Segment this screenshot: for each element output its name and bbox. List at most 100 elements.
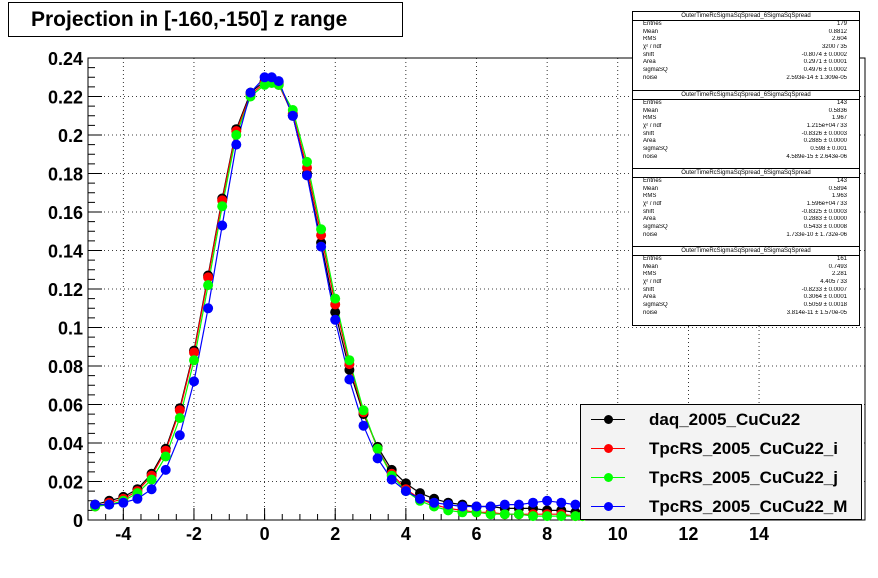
data-point <box>443 499 454 510</box>
data-point <box>203 272 214 283</box>
stats-row-mean: Mean 0.7493 <box>643 263 847 270</box>
data-point <box>231 139 242 150</box>
data-point <box>316 241 327 252</box>
x-tick-label: 12 <box>678 524 698 544</box>
data-point <box>513 499 524 510</box>
data-point <box>400 486 411 497</box>
stats-row-sigmasq: sigmaSQ 0.5433 ± 0.0008 <box>643 224 847 231</box>
stats-box-title: OuterTimeRcSigmaSqSpread_6SigmaSqSpread <box>633 247 859 256</box>
stats-row-mean: Mean 0.5894 <box>643 185 847 192</box>
y-tick-label: 0.02 <box>48 473 83 493</box>
data-point <box>386 474 397 485</box>
data-point <box>146 484 157 495</box>
data-point <box>429 497 440 508</box>
y-tick-label: 0 <box>73 511 83 531</box>
data-point <box>302 170 312 181</box>
data-point <box>542 495 553 506</box>
stats-row-shift: shift -0.8325 ± 0.0003 <box>643 208 847 215</box>
stats-row-shift: shift -0.8074 ± 0.0002 <box>643 51 847 58</box>
data-point <box>245 87 256 98</box>
data-point <box>499 499 510 510</box>
legend-marker-red <box>604 444 613 453</box>
data-point <box>570 511 581 522</box>
stats-row-area: Area 0.2971 ± 0.0001 <box>643 59 847 66</box>
data-point <box>358 405 369 416</box>
data-point <box>146 474 157 485</box>
stats-row-shift: shift -0.8233 ± 0.0007 <box>643 286 847 293</box>
y-tick-label: 0.2 <box>58 126 83 146</box>
x-tick-label: -2 <box>186 524 202 544</box>
data-point <box>457 501 468 512</box>
legend-label: daq_2005_CuCu22 <box>649 409 801 429</box>
legend-item: TpcRS_2005_CuCu22_i <box>581 434 861 463</box>
stats-box-title: OuterTimeRcSigmaSqSpread_6SigmaSqSpread <box>633 91 859 100</box>
x-tick-label: 6 <box>471 524 481 544</box>
stats-row-chi2: χ² / ndf 1.215e+04 / 33 <box>643 123 847 130</box>
data-point <box>372 443 383 454</box>
data-point <box>415 493 425 504</box>
data-point <box>330 293 341 304</box>
data-point <box>189 347 199 358</box>
data-point <box>528 497 538 508</box>
stats-row-area: Area 0.2883 ± 0.0000 <box>643 216 847 223</box>
stats-row-entries: Entries 143 <box>643 178 847 184</box>
data-point <box>330 307 341 318</box>
legend: daq_2005_CuCu22 TpcRS_2005_CuCu22_i TpcR… <box>580 404 862 520</box>
data-point <box>556 497 567 508</box>
stats-row-shift: shift -0.8326 ± 0.0003 <box>643 130 847 137</box>
y-tick-label: 0.24 <box>48 49 83 69</box>
stats-row-rms: RMS 2.281 <box>643 271 847 278</box>
data-point <box>259 72 270 83</box>
data-point <box>189 376 199 387</box>
stats-row-entries: Entries 179 <box>643 21 847 27</box>
data-point <box>302 156 312 167</box>
data-point <box>330 314 341 325</box>
stats-row-area: Area 0.3064 ± 0.0001 <box>643 294 847 301</box>
y-tick-label: 0.14 <box>48 242 83 262</box>
x-tick-label: -4 <box>115 524 131 544</box>
data-point <box>287 110 298 121</box>
data-point <box>132 493 143 504</box>
x-tick-label: 2 <box>330 524 340 544</box>
data-point <box>217 201 228 212</box>
data-point <box>174 405 185 416</box>
data-point <box>174 413 185 423</box>
y-tick-label: 0.08 <box>48 357 83 377</box>
stats-box: OuterTimeRcSigmaSqSpread_6SigmaSqSpread … <box>632 168 860 247</box>
stats-row-noise: noise 4.589e-15 ± 2.643e-06 <box>643 153 847 160</box>
data-point <box>485 501 496 512</box>
data-point <box>316 224 327 235</box>
data-point <box>528 511 538 522</box>
data-point <box>485 509 496 520</box>
legend-label: TpcRS_2005_CuCu22_i <box>649 438 838 458</box>
data-point <box>570 499 581 510</box>
data-point <box>372 453 383 464</box>
y-tick-label: 0.04 <box>48 434 83 454</box>
stats-row-entries: Entries 161 <box>643 256 847 262</box>
data-point <box>118 497 129 508</box>
y-tick-label: 0.12 <box>48 280 83 300</box>
legend-item: daq_2005_CuCu22 <box>581 405 861 434</box>
x-tick-label: 4 <box>401 524 411 544</box>
data-point <box>160 451 171 462</box>
stats-row-mean: Mean 0.8812 <box>643 28 847 35</box>
chart-title: Projection in [-160,-150] z range <box>8 2 403 37</box>
data-point <box>189 355 199 366</box>
legend-label: TpcRS_2005_CuCu22_M <box>649 496 848 516</box>
stats-box: OuterTimeRcSigmaSqSpread_6SigmaSqSpread … <box>632 90 860 169</box>
stats-row-noise: noise 1.733e-10 ± 1.732e-06 <box>643 231 847 238</box>
stats-row-mean: Mean 0.5836 <box>643 107 847 114</box>
data-point <box>471 501 482 512</box>
stats-box-title: OuterTimeRcSigmaSqSpread_6SigmaSqSpread <box>633 169 859 178</box>
stats-box-title: OuterTimeRcSigmaSqSpread_6SigmaSqSpread <box>633 12 859 21</box>
legend-marker-blue <box>604 502 613 511</box>
data-point <box>513 509 524 520</box>
stats-row-sigmasq: sigmaSQ 0.4976 ± 0.0002 <box>643 67 847 74</box>
stats-row-noise: noise 3.814e-11 ± 1.570e-05 <box>643 309 847 316</box>
stats-row-entries: Entries 143 <box>643 100 847 106</box>
stats-box: OuterTimeRcSigmaSqSpread_6SigmaSqSpread … <box>632 11 860 92</box>
y-tick-label: 0.16 <box>48 203 83 223</box>
data-point <box>358 420 369 431</box>
data-point <box>542 511 553 522</box>
x-tick-label: 0 <box>260 524 270 544</box>
